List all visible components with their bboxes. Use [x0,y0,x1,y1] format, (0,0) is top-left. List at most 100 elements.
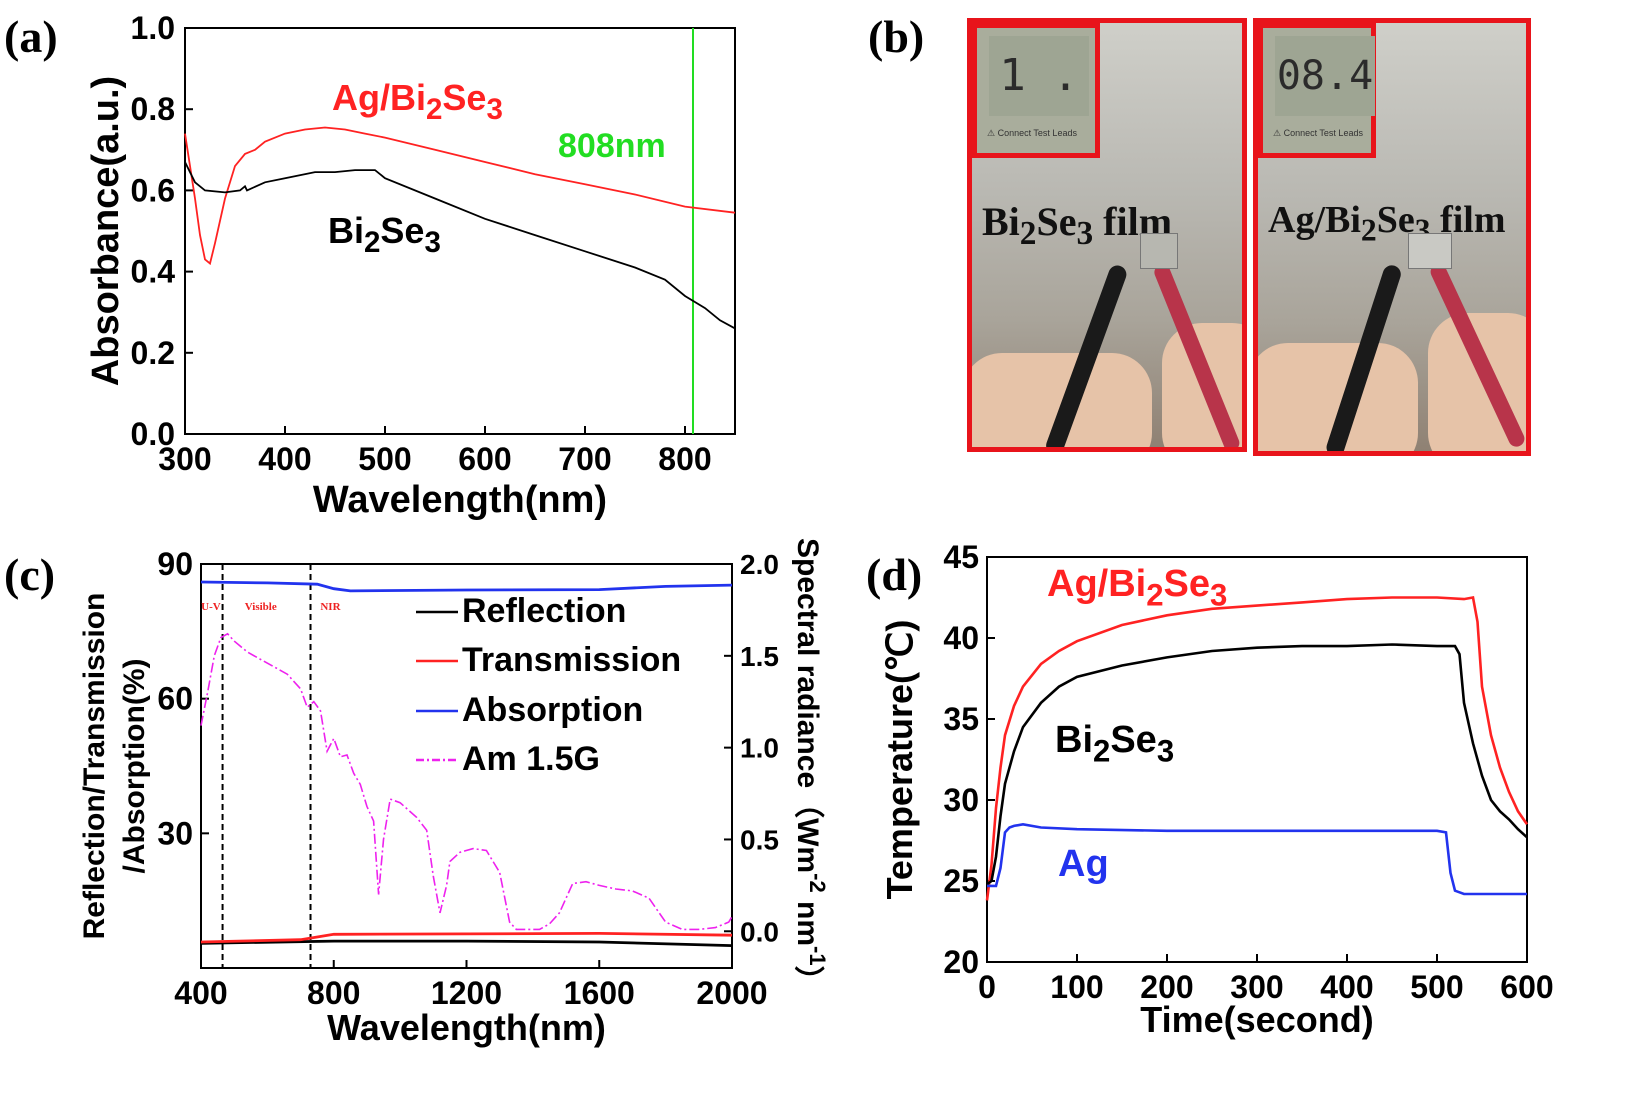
series-label-d-agbi2se3-part-0: Ag/Bi [1047,563,1146,605]
y-tick-label-d-4: 40 [943,620,979,656]
series-label-d-bi2se3: Bi2Se3 [1055,719,1174,769]
legend-label-c-0: Reflection [462,592,626,630]
x-tick-label-c-2: 1200 [431,975,502,1011]
y-tick-label-d-5: 45 [943,539,979,575]
y2-tick-label-c-2: 1.0 [740,733,779,764]
legend-label-c-3: Am 1.5G [462,740,600,778]
x-tick-label-a-4: 700 [558,441,611,477]
y-tick-label-d-0: 20 [943,944,979,980]
series-label-a-agbi2se3-part-1: 2 [426,93,442,126]
y-tick-label-a-5: 1.0 [131,10,175,46]
plot-frame-a [184,27,736,435]
region-label-c-0: U-V [201,601,221,613]
x-tick-label-c-4: 2000 [696,975,767,1011]
y2-tick-label-c-4: 2.0 [740,549,779,580]
x-axis-label-d: Time(second) [1140,999,1373,1040]
series-label-a-agbi2se3-part-0: Ag/Bi [332,77,426,118]
x-tick-label-d-3: 300 [1230,969,1283,1005]
region-label-c-1: Visible [245,601,277,613]
y2-axis-label-c-part-1: -2 [805,873,830,893]
multimeter-display-left: 1 . [989,36,1089,116]
series-label-a-bi2se3: Bi2Se3 [328,210,441,259]
y-tick-label-a-4: 0.8 [131,91,175,127]
y2-axis-label-c: Spectral radiance（Wm-2 nm-1） [791,538,830,996]
y-tick-label-c-0: 30 [157,815,193,851]
multimeter-display-right: 08.4 [1275,36,1375,116]
x-tick-label-a-5: 800 [658,441,711,477]
series-label-a-bi2se3-part-1: 2 [364,226,380,259]
photo-caption-right: Ag/Bi2Se3 film [1268,198,1506,249]
x-axis-label-c: Wavelength(nm) [327,1007,606,1048]
series-label-d-ag: Ag [1058,843,1109,885]
series-line-d-1 [986,643,1528,886]
photo-caption-left-sub1: 2 [1019,215,1037,252]
photo-caption-left-mid: Se [1036,199,1077,244]
series-line-d-0 [985,595,1529,901]
photo-caption-left-sub2: 3 [1076,215,1094,252]
film-sample [1140,233,1178,269]
panel-label-c: (c) [4,549,56,600]
legend-label-c-2: Absorption [462,691,643,729]
series-line-a-0 [184,126,736,266]
chart-d-temperature: 0 100 200 300 400 500 600 20 25 30 35 40 45 Time(seco… [879,539,1554,1040]
y2-tick-label-c-1: 0.5 [740,824,779,855]
series-line-c-0 [200,939,733,947]
series-label-d-bi2se3-part-2: Se [1110,719,1156,761]
series-label-d-ag-part-0: Ag [1058,843,1109,885]
series-label-a-agbi2se3-part-2: Se [442,77,486,118]
series-line-c-1 [200,931,733,944]
chart-c-spectra: 400 800 1200 1600 2000 30 60 90 0.0 0.5 1.0 1.5 2.0 W… [78,538,830,1048]
x-tick-label-a-1: 400 [258,441,311,477]
series-label-d-agbi2se3-part-2: Se [1164,563,1210,605]
series-label-a-bi2se3-part-2: Se [380,210,424,251]
y-tick-label-a-3: 0.6 [131,172,175,208]
panel-label-a: (a) [4,11,58,62]
x-tick-label-a-3: 600 [458,441,511,477]
photo-caption-right-main: Ag/Bi [1268,199,1361,241]
series-label-a-agbi2se3-part-3: 3 [486,93,502,126]
series-label-a-agbi2se3: Ag/Bi2Se3 [332,77,503,126]
y-axis-label-c-line1: Reflection/Transmission [78,593,111,940]
y-tick-label-c-2: 90 [157,546,193,582]
photo-bi2se3-film: 1 . ⚠ Connect Test Leads Bi2Se3 film [967,18,1247,452]
x-tick-label-d-4: 400 [1320,969,1373,1005]
y-tick-label-a-1: 0.2 [131,335,175,371]
region-label-c-2: NIR [320,601,341,613]
y-tick-label-a-2: 0.4 [131,254,176,290]
series-line-c-2 [200,580,733,593]
series-label-d-agbi2se3: Ag/Bi2Se3 [1047,563,1227,613]
y-axis-label-c-line2: /Absorption(%) [118,659,151,874]
chart-a-absorbance: 300 400 500 600 700 800 0.0 0.2 0.4 0.6 0.8 1.0 Wave… [85,10,736,521]
y2-axis-label-c-part-0: Spectral radiance（Wm [791,538,825,873]
x-tick-label-c-1: 800 [307,975,360,1011]
y2-tick-label-c-3: 1.5 [740,641,779,672]
series-line-d-2 [987,822,1527,896]
y-tick-label-a-0: 0.0 [131,416,175,452]
y-tick-label-d-3: 35 [943,701,979,737]
x-tick-label-c-3: 1600 [564,975,635,1011]
y-tick-label-d-2: 30 [943,782,979,818]
series-label-d-bi2se3-part-3: 3 [1157,734,1174,769]
film-sample-2 [1408,233,1452,269]
x-tick-label-d-2: 200 [1140,969,1193,1005]
y2-axis-label-c-part-2: nm [791,893,824,946]
multimeter-inset-left: 1 . ⚠ Connect Test Leads [972,23,1100,158]
series-label-d-bi2se3-part-0: Bi [1055,719,1093,761]
y-tick-label-d-1: 25 [943,863,979,899]
y-tick-label-c-1: 60 [157,681,193,717]
x-tick-label-d-0: 0 [978,969,996,1005]
vline-label-808: 808nm [558,127,666,165]
x-tick-label-a-2: 500 [358,441,411,477]
y-axis-label-d: Temperature(℃) [879,620,920,900]
x-tick-label-a-0: 300 [158,441,211,477]
y-axis-label-a: Absorbance(a.u.) [85,76,127,386]
legend-label-c-1: Transmission [462,641,681,679]
series-label-a-bi2se3-part-0: Bi [328,210,364,251]
photo-ag-bi2se3-film: 08.4 ⚠ Connect Test Leads Ag/Bi2Se3 film [1253,18,1531,456]
x-tick-label-d-5: 500 [1410,969,1463,1005]
series-label-d-bi2se3-part-1: 2 [1093,734,1110,769]
x-tick-label-c-0: 400 [174,975,227,1011]
series-label-d-agbi2se3-part-1: 2 [1146,578,1163,613]
y2-axis-label-c-part-3: -1 [805,946,830,966]
multimeter-inset-right: 08.4 ⚠ Connect Test Leads [1258,23,1376,158]
